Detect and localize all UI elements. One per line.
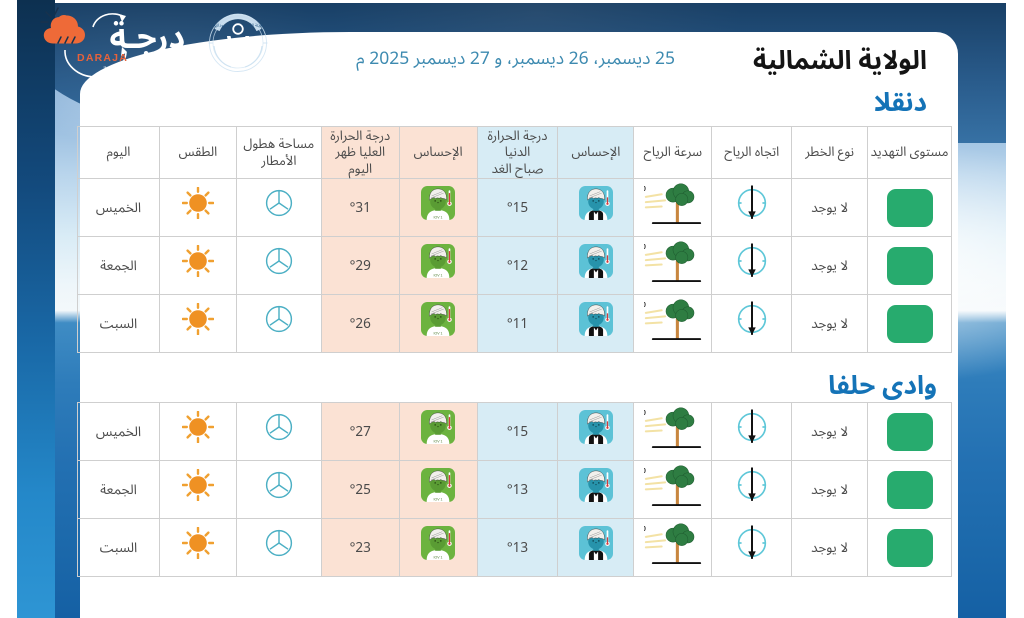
svg-text:1 IOV: 1 IOV	[434, 215, 443, 219]
svg-text:1 IOV: 1 IOV	[434, 497, 443, 501]
svg-text:1 IOV: 1 IOV	[434, 273, 443, 277]
svg-text:1 IOV: 1 IOV	[434, 555, 443, 559]
svg-text:30: 30	[644, 409, 646, 416]
svg-text:30: 30	[644, 301, 646, 308]
svg-text:1 IOV: 1 IOV	[434, 439, 443, 443]
svg-text:1 IOV: 1 IOV	[434, 331, 443, 335]
svg-text:خدمة الأرصاد الجوية: خدمة الأرصاد الجوية	[102, 60, 185, 82]
svg-text:30: 30	[644, 525, 646, 532]
svg-text:هيئة الأرصاد الجوية السودانية: هيئة الأرصاد الجوية السودانية	[213, 22, 263, 31]
svg-text:30: 30	[644, 185, 646, 192]
svg-text:30: 30	[644, 243, 646, 250]
svg-text:30: 30	[644, 467, 646, 474]
